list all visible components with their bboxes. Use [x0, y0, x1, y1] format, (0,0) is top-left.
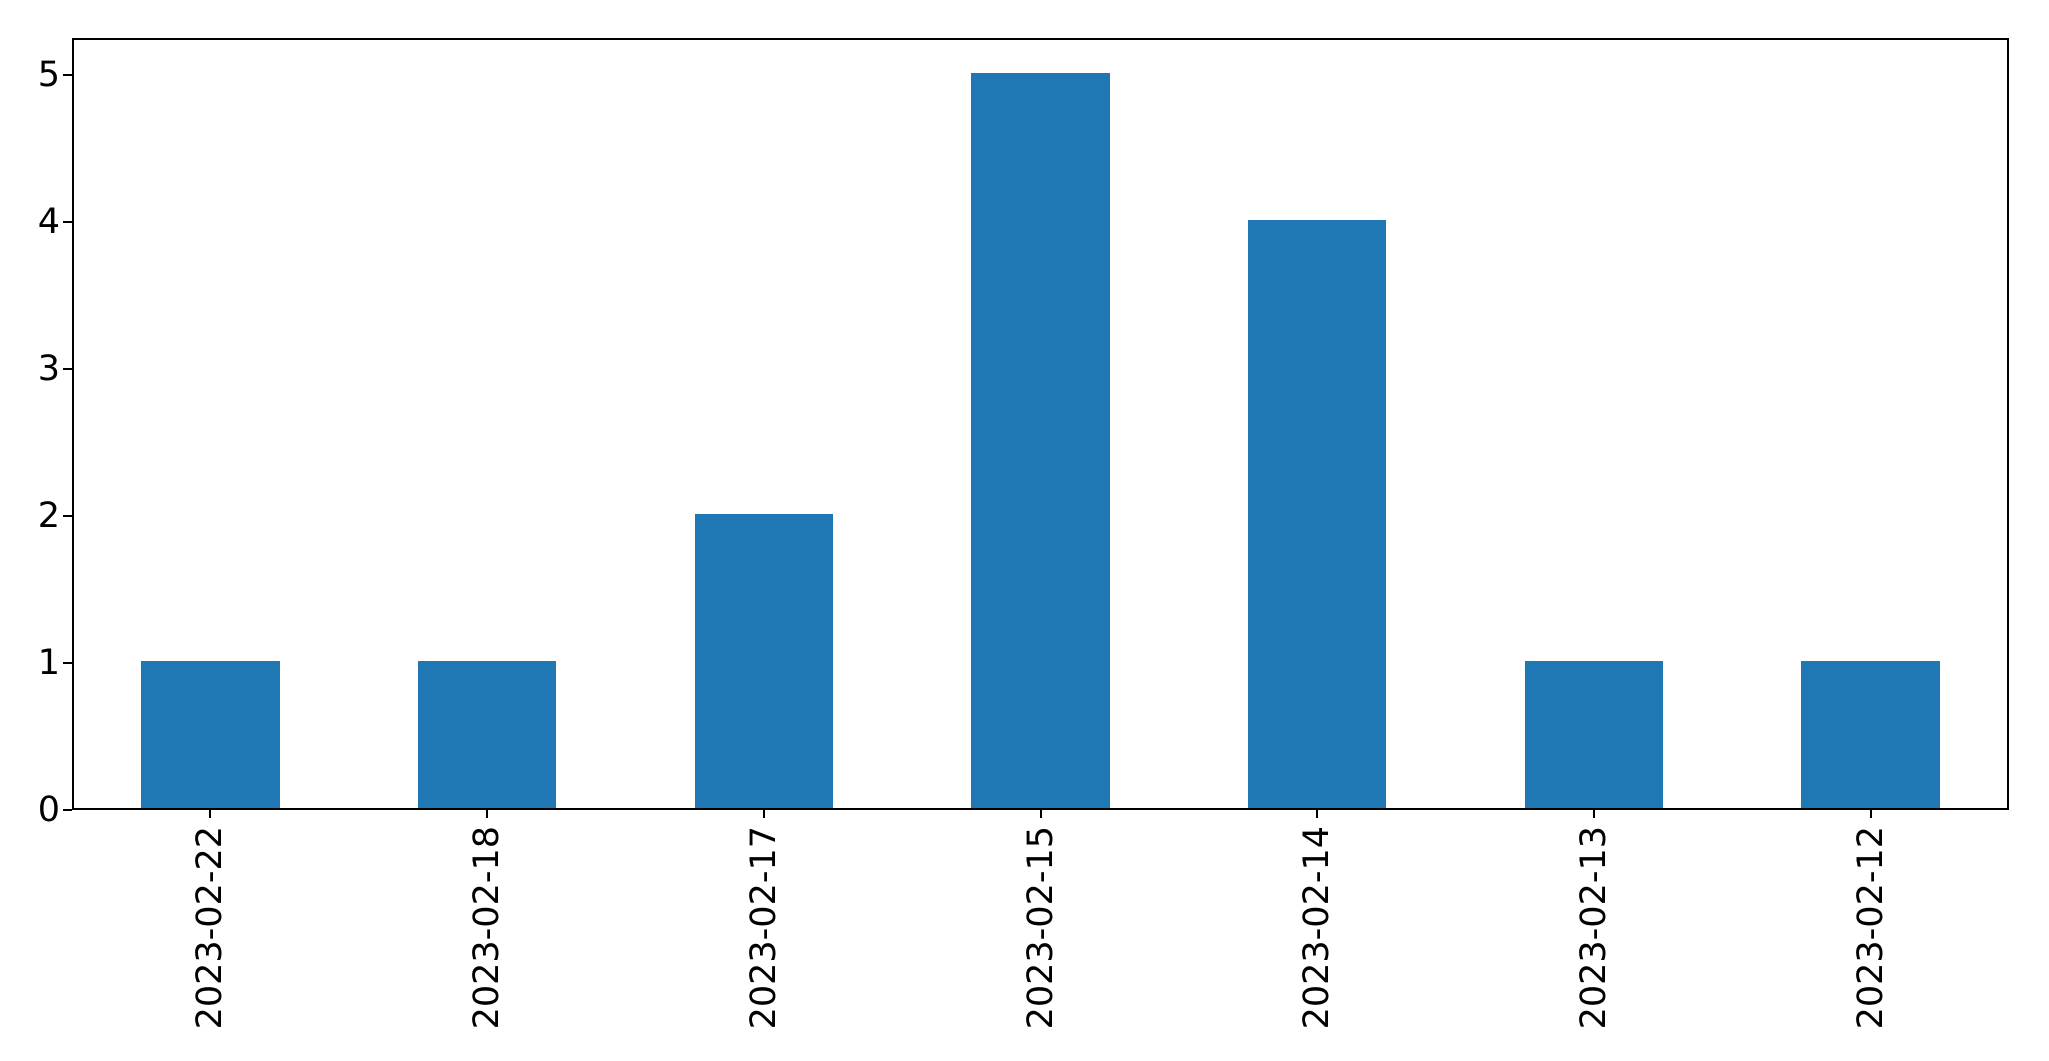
plot-area [72, 38, 2009, 810]
x-axis-tick [762, 810, 765, 818]
x-axis-tick [1316, 810, 1319, 818]
y-axis-tick [63, 662, 72, 664]
y-axis-tick [63, 514, 72, 517]
bar [971, 72, 1110, 808]
bar [1248, 219, 1387, 808]
x-axis-tick [486, 810, 489, 818]
y-axis-tick [63, 73, 72, 76]
y-tick-label: 3 [37, 348, 60, 389]
y-tick-label: 4 [37, 201, 60, 242]
y-axis-tick [63, 220, 72, 223]
x-tick-label-text: 2023-02-22 [190, 826, 231, 1030]
x-axis-tick [1592, 810, 1595, 818]
x-axis-tick [1869, 810, 1872, 818]
bar [1801, 661, 1940, 808]
y-axis-tick [63, 809, 72, 811]
y-tick-label: 5 [37, 54, 60, 95]
y-tick-label: 2 [37, 495, 60, 536]
bar [1524, 661, 1664, 808]
bar [694, 513, 833, 808]
y-axis-tick [63, 367, 72, 370]
x-tick-label-text: 2023-02-18 [467, 826, 508, 1030]
x-tick-label-text: 2023-02-12 [1850, 826, 1891, 1030]
x-tick-label-text: 2023-02-17 [743, 826, 784, 1030]
x-tick-label-text: 2023-02-15 [1020, 826, 1061, 1030]
x-tick-label-text: 2023-02-14 [1297, 826, 1338, 1030]
x-axis-tick [1039, 810, 1042, 818]
x-axis-tick [209, 810, 212, 818]
bar [417, 661, 557, 808]
y-tick-label: 0 [37, 790, 60, 830]
x-tick-label-text: 2023-02-13 [1573, 826, 1614, 1030]
bar [141, 661, 280, 808]
y-tick-label: 1 [37, 643, 60, 683]
